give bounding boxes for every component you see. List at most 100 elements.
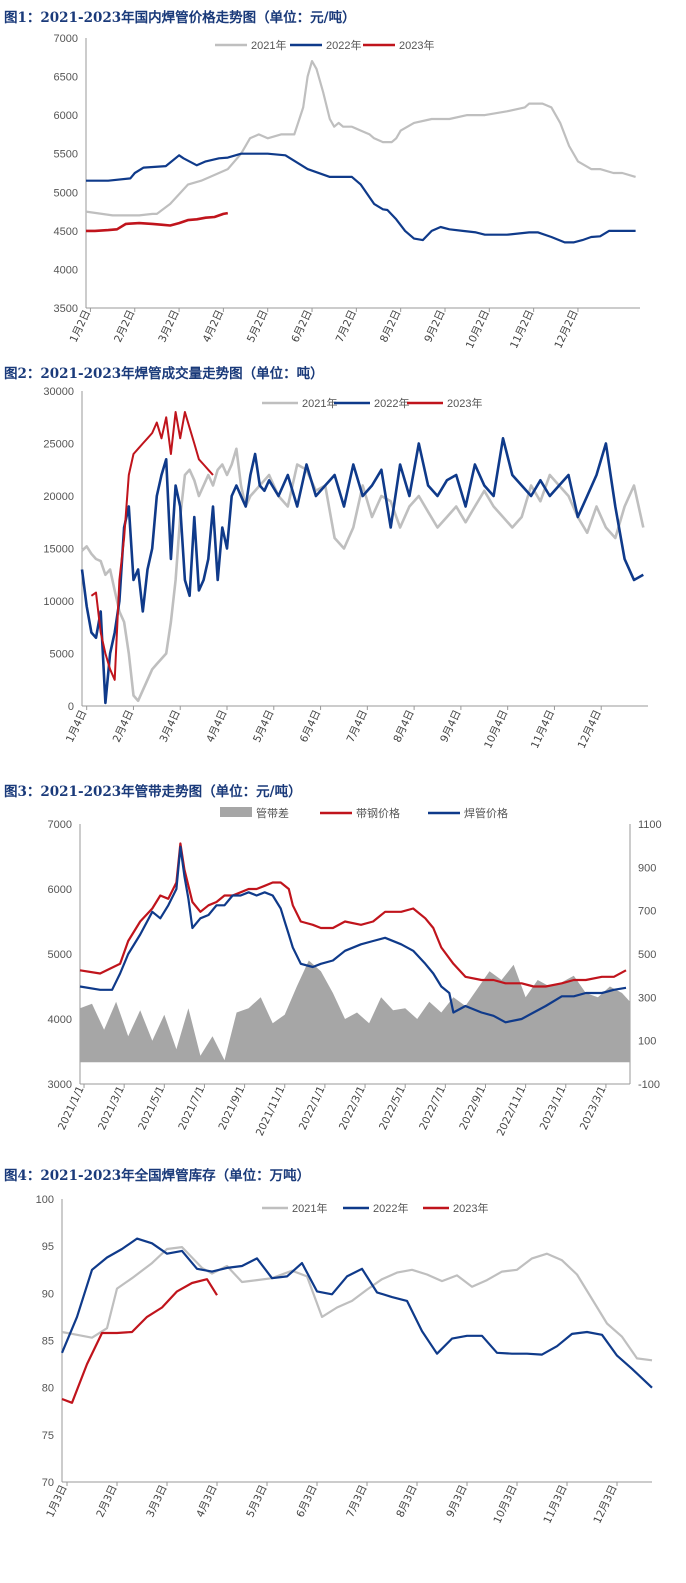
c4-ytick-label: 75: [42, 1430, 54, 1442]
c2-legend-label: 2021年: [302, 396, 337, 410]
c3-y2tick-label: 900: [638, 862, 656, 874]
c1-ytick-label: 7000: [54, 33, 78, 45]
chart-4-inventory: 图4：2021-2023年全国焊管库存（单位：万吨） 70 75 80 85 90 95 1…: [0, 1160, 686, 1583]
c2-xtick-label: 4月4日: [204, 708, 229, 744]
c3-xtick-label: 2021/9/1: [217, 1084, 248, 1132]
c2-xtick-label: 10月4日: [482, 708, 510, 750]
c3-xtick-label: 2023/1/1: [538, 1084, 569, 1132]
c1-xtick-label: 10月2日: [464, 308, 492, 350]
c2-ytick-label: 25000: [43, 439, 74, 451]
c3-y2tick-label: 700: [638, 906, 656, 918]
c2-series-2-line: [90, 411, 214, 681]
c4-ytick-label: 70: [42, 1477, 54, 1489]
chart-3-spread: 图3：2021-2023年管带走势图（单位：元/吨） 3000 4000 5000 6…: [0, 776, 686, 1158]
c1-xtick-label: 7月2日: [334, 308, 359, 344]
c2-xtick-label: 11月4日: [529, 708, 557, 750]
c4-ytick-label: 95: [42, 1241, 54, 1253]
c3-legend-label: 焊管价格: [464, 806, 508, 820]
c2-ytick-label: 20000: [43, 491, 74, 503]
c4-xtick-label: 11月3日: [541, 1483, 569, 1525]
c2-ytick-label: 10000: [43, 596, 74, 608]
c4-xtick-label: 10月3日: [491, 1483, 519, 1525]
c4-xtick-label: 6月3日: [294, 1483, 319, 1519]
chart-2-title: 图2：2021-2023年焊管成交量走势图（单位：吨）: [4, 366, 324, 382]
c3-xtick-label: 2022/1/1: [297, 1084, 328, 1132]
chart-1-price: 图1：2021-2023年国内焊管价格走势图（单位：元/吨） 3500 4000 4…: [0, 0, 686, 350]
c1-ytick-label: 5500: [54, 149, 78, 161]
c4-legend-label: 2023年: [453, 1201, 488, 1215]
c3-xtick-label: 2022/7/1: [417, 1084, 448, 1132]
c3-xtick-label: 2022/5/1: [377, 1084, 408, 1132]
c2-ytick-label: 0: [68, 701, 74, 713]
c1-ytick-label: 5000: [54, 187, 78, 199]
c3-series-2-line: [79, 845, 627, 1024]
c3-series-0-area: [80, 960, 630, 1063]
c1-ytick-label: 6000: [54, 110, 78, 122]
c1-xtick-label: 8月2日: [378, 308, 403, 344]
c4-series-2-line: [61, 1278, 218, 1404]
c4-ytick-label: 90: [42, 1288, 54, 1300]
c4-xtick-label: 4月3日: [194, 1483, 219, 1519]
c3-xtick-label: 2022/3/1: [337, 1084, 368, 1132]
c3-y2tick-label: -100: [638, 1079, 660, 1091]
c2-legend-label: 2023年: [447, 396, 482, 410]
c2-ytick-label: 15000: [43, 544, 74, 556]
c3-ytick-label: 7000: [48, 819, 72, 831]
c1-xtick-label: 4月2日: [201, 308, 226, 344]
c3-ytick-label: 4000: [48, 1014, 72, 1026]
c1-xtick-label: 6月2日: [289, 308, 314, 344]
c1-xtick-label: 12月2日: [552, 308, 580, 350]
c3-ytick-label: 5000: [48, 949, 72, 961]
c3-xtick-label: 2021/7/1: [176, 1084, 207, 1132]
chart-1-title: 图1：2021-2023年国内焊管价格走势图（单位：元/吨）: [4, 10, 356, 26]
c3-xtick-label: 2022/11/1: [495, 1084, 529, 1138]
c4-xtick-label: 3月3日: [144, 1483, 169, 1519]
chart-4-title: 图4：2021-2023年全国焊管库存（单位：万吨）: [4, 1168, 311, 1184]
c3-xtick-label: 2021/11/1: [254, 1084, 288, 1138]
c1-ytick-label: 4000: [54, 264, 78, 276]
c4-xtick-label: 2月3日: [94, 1483, 119, 1519]
c4-legend-label: 2022年: [373, 1201, 408, 1215]
c2-xtick-label: 3月4日: [158, 708, 183, 744]
c2-xtick-label: 2月4日: [111, 708, 136, 744]
c2-xtick-label: 12月4日: [576, 708, 604, 750]
chart-2-volume: 图2：2021-2023年焊管成交量走势图（单位：吨） 0 5000 10000 15…: [0, 356, 686, 776]
c2-series-1-line: [80, 437, 644, 705]
c1-xtick-label: 3月2日: [156, 308, 181, 344]
c2-xtick-label: 9月4日: [438, 708, 463, 744]
c1-series-1-line: [86, 152, 636, 244]
c4-xtick-label: 7月3日: [344, 1483, 369, 1519]
c3-xtick-label: 2023/3/1: [578, 1084, 609, 1132]
c3-y2tick-label: 500: [638, 949, 656, 961]
chart-3-title: 图3：2021-2023年管带走势图（单位：元/吨）: [4, 784, 302, 800]
c3-y2tick-label: 300: [638, 992, 656, 1004]
c4-ytick-label: 80: [42, 1383, 54, 1395]
c3-y2tick-label: 1100: [638, 819, 662, 831]
c1-legend-label: 2021年: [251, 38, 286, 52]
c1-xtick-label: 9月2日: [422, 308, 447, 344]
c3-ytick-label: 6000: [48, 884, 72, 896]
c2-xtick-label: 1月4日: [64, 708, 89, 744]
c1-series-2-line: [86, 211, 229, 233]
c3-legend-label: 带钢价格: [356, 806, 400, 820]
c1-xtick-label: 2月2日: [112, 308, 137, 344]
chart-2-plot: 0 5000 10000 15000 20000 25000 30000 1月4日 2月4日 3月…: [43, 386, 648, 750]
c4-xtick-label: 9月3日: [444, 1483, 469, 1519]
c3-y2tick-label: 100: [638, 1036, 656, 1048]
c3-xtick-label: 2021/1/1: [56, 1084, 87, 1132]
c1-ytick-label: 3500: [54, 303, 78, 315]
c3-xtick-label: 2021/3/1: [96, 1084, 127, 1132]
c2-ytick-label: 5000: [50, 649, 74, 661]
c1-ytick-label: 4500: [54, 226, 78, 238]
c4-series-0-line: [61, 1246, 653, 1362]
c2-xtick-label: 8月4日: [391, 708, 416, 744]
c4-xtick-label: 12月3日: [591, 1483, 619, 1525]
c2-legend-label: 2022年: [374, 396, 409, 410]
c1-ytick-label: 6500: [54, 72, 78, 84]
c4-series-1-line: [60, 1237, 653, 1389]
c3-xtick-label: 2021/5/1: [136, 1084, 167, 1132]
c3-legend-swatch: [220, 807, 252, 817]
c1-legend-label: 2022年: [326, 38, 361, 52]
